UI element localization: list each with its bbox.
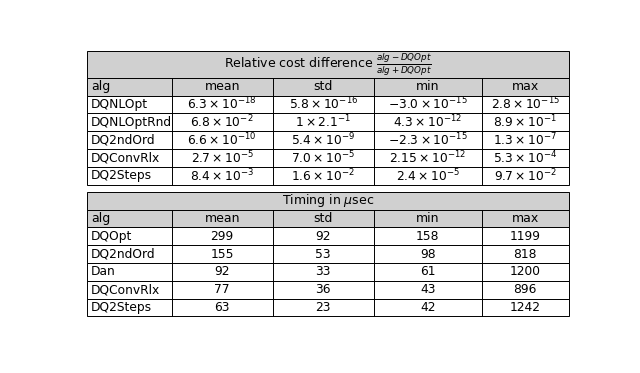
Text: 33: 33 (316, 266, 331, 278)
Bar (88, 149, 568, 167)
Text: $6.8 \times 10^{-2}$: $6.8 \times 10^{-2}$ (190, 114, 254, 131)
Text: $5.8 \times 10^{-16}$: $5.8 \times 10^{-16}$ (289, 96, 358, 113)
Bar (88, 95, 568, 113)
Bar (88, 78, 568, 95)
Text: $-2.3 \times 10^{-15}$: $-2.3 \times 10^{-15}$ (388, 132, 468, 148)
Text: DQ2ndOrd: DQ2ndOrd (91, 248, 156, 261)
Text: 92: 92 (214, 266, 230, 278)
Text: $4.3 \times 10^{-12}$: $4.3 \times 10^{-12}$ (393, 114, 463, 131)
Text: $1.3 \times 10^{-7}$: $1.3 \times 10^{-7}$ (493, 132, 557, 148)
Text: Timing in $\mu$sec: Timing in $\mu$sec (282, 192, 374, 209)
Text: 1200: 1200 (509, 266, 541, 278)
Text: $5.4 \times 10^{-9}$: $5.4 \times 10^{-9}$ (291, 132, 355, 148)
Text: $1.6 \times 10^{-2}$: $1.6 \times 10^{-2}$ (291, 167, 355, 184)
Bar (88, 281, 568, 299)
Text: DQConvRlx: DQConvRlx (91, 151, 160, 164)
Text: alg: alg (91, 80, 110, 93)
Text: 896: 896 (513, 283, 537, 296)
Text: 36: 36 (316, 283, 331, 296)
Text: DQNLOpt: DQNLOpt (91, 98, 148, 111)
Text: $5.3 \times 10^{-4}$: $5.3 \times 10^{-4}$ (493, 150, 557, 166)
Text: min: min (416, 80, 440, 93)
Text: max: max (511, 212, 539, 225)
Text: $6.3 \times 10^{-18}$: $6.3 \times 10^{-18}$ (188, 96, 257, 113)
Bar (88, 192, 568, 210)
Text: $6.6 \times 10^{-10}$: $6.6 \times 10^{-10}$ (188, 132, 257, 148)
Text: 61: 61 (420, 266, 436, 278)
Text: DQConvRlx: DQConvRlx (91, 283, 160, 296)
Text: DQOpt: DQOpt (91, 230, 132, 243)
Text: 98: 98 (420, 248, 436, 261)
Text: 1242: 1242 (509, 301, 541, 314)
Text: $2.7 \times 10^{-5}$: $2.7 \times 10^{-5}$ (191, 150, 253, 166)
Text: Dan: Dan (91, 266, 116, 278)
Text: 155: 155 (211, 248, 234, 261)
Bar (88, 113, 568, 131)
Bar (88, 50, 568, 78)
Text: DQ2Steps: DQ2Steps (91, 169, 152, 182)
Text: 43: 43 (420, 283, 436, 296)
Text: DQNLOptRnd: DQNLOptRnd (91, 116, 172, 129)
Text: 158: 158 (416, 230, 440, 243)
Text: $9.7 \times 10^{-2}$: $9.7 \times 10^{-2}$ (494, 167, 557, 184)
Text: 23: 23 (316, 301, 331, 314)
Bar (88, 228, 568, 245)
Text: $-3.0 \times 10^{-15}$: $-3.0 \times 10^{-15}$ (388, 96, 468, 113)
Bar (88, 245, 568, 263)
Text: $8.9 \times 10^{-1}$: $8.9 \times 10^{-1}$ (493, 114, 557, 131)
Text: $2.4 \times 10^{-5}$: $2.4 \times 10^{-5}$ (396, 167, 460, 184)
Bar (88, 167, 568, 185)
Text: 818: 818 (513, 248, 537, 261)
Text: mean: mean (204, 80, 240, 93)
Bar (88, 263, 568, 281)
Text: 77: 77 (214, 283, 230, 296)
Text: $8.4 \times 10^{-3}$: $8.4 \times 10^{-3}$ (190, 167, 254, 184)
Text: $7.0 \times 10^{-5}$: $7.0 \times 10^{-5}$ (291, 150, 355, 166)
Text: DQ2ndOrd: DQ2ndOrd (91, 134, 156, 147)
Bar (88, 210, 568, 228)
Text: $1 \times 2.1^{-1}$: $1 \times 2.1^{-1}$ (295, 114, 351, 131)
Text: 42: 42 (420, 301, 436, 314)
Text: mean: mean (204, 212, 240, 225)
Bar (88, 131, 568, 149)
Text: $2.8 \times 10^{-15}$: $2.8 \times 10^{-15}$ (491, 96, 560, 113)
Text: Relative cost difference $\frac{alg-DQOpt}{alg+DQOpt}$: Relative cost difference $\frac{alg-DQOp… (224, 51, 432, 77)
Text: 92: 92 (316, 230, 331, 243)
Text: alg: alg (91, 212, 110, 225)
Text: std: std (314, 80, 333, 93)
Text: DQ2Steps: DQ2Steps (91, 301, 152, 314)
Text: 53: 53 (316, 248, 331, 261)
Text: 63: 63 (214, 301, 230, 314)
Bar (88, 299, 568, 316)
Text: 299: 299 (211, 230, 234, 243)
Text: std: std (314, 212, 333, 225)
Text: max: max (511, 80, 539, 93)
Text: 1199: 1199 (509, 230, 541, 243)
Text: min: min (416, 212, 440, 225)
Text: $2.15 \times 10^{-12}$: $2.15 \times 10^{-12}$ (389, 150, 467, 166)
